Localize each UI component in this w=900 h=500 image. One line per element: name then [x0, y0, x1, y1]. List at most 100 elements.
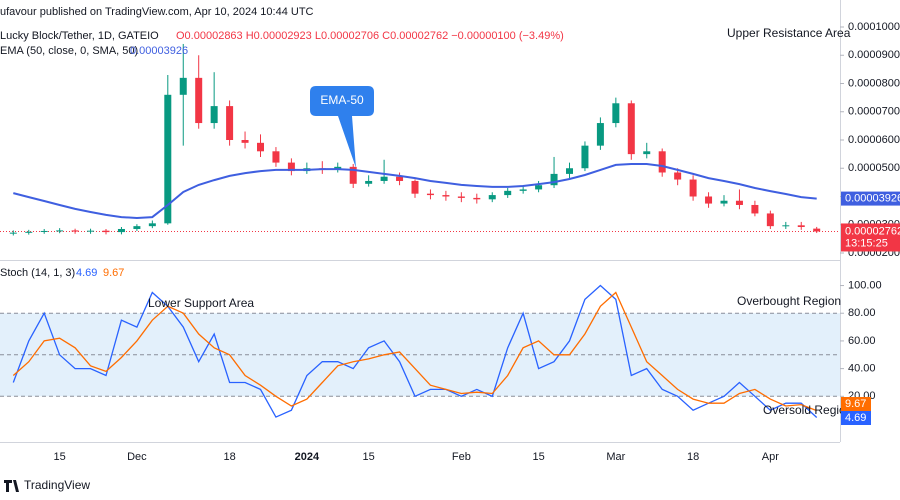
- stoch-k-value: 4.69: [76, 267, 97, 279]
- ema-legend: EMA (50, close, 0, SMA, 50): [0, 45, 138, 57]
- x-tick-label: 15: [532, 451, 544, 463]
- stoch-d-value: 9.67: [103, 267, 124, 279]
- y-tick-label: 100.00: [848, 279, 882, 291]
- candle-body: [195, 77, 203, 124]
- ema-price-box: [841, 191, 900, 206]
- candle-body: [257, 142, 264, 152]
- candle-body: [148, 223, 156, 227]
- candle-body: [117, 228, 125, 233]
- candle-body: [535, 185, 543, 190]
- candle-body: [56, 230, 64, 232]
- candle-body: [596, 123, 604, 146]
- countdown-label: 13:15:25: [845, 237, 888, 249]
- x-tick-label: Dec: [127, 451, 147, 463]
- candle-body: [813, 228, 821, 232]
- symbol-title: Lucky Block/Tether, 1D, GATEIO: [0, 30, 159, 42]
- candle-body: [241, 140, 249, 143]
- candle-body: [519, 189, 527, 191]
- stoch-value-label: 9.67: [845, 398, 866, 410]
- y-tick-label: 0.00010000: [848, 21, 900, 33]
- candle-body: [705, 196, 713, 204]
- candle-body: [380, 176, 388, 181]
- candle-body: [349, 166, 357, 184]
- plot-layer: [0, 43, 840, 418]
- stoch-band-layer: [0, 312, 840, 397]
- candle-body: [504, 190, 512, 196]
- candle-body: [643, 151, 651, 155]
- candle-body: [210, 106, 218, 124]
- stoch-line: [12, 284, 818, 418]
- stoch-value-box: [841, 411, 871, 425]
- candle-body: [272, 151, 280, 163]
- stoch-line: [12, 291, 817, 412]
- ema-line: [13, 163, 817, 220]
- last-price-label: 0.00002762: [845, 225, 900, 237]
- candle-body: [473, 197, 481, 200]
- y-tick-label: 60.00: [848, 335, 876, 347]
- annotation: Lower Support Area: [148, 296, 254, 310]
- stoch-value-label: 4.69: [845, 412, 866, 424]
- candle-body: [797, 225, 805, 228]
- candle-body: [751, 204, 759, 214]
- x-tick-label: Feb: [452, 451, 471, 463]
- candle-body: [411, 180, 419, 194]
- candle-body: [426, 193, 434, 196]
- callout-bubble: [310, 86, 374, 168]
- candle-body: [226, 106, 234, 140]
- y-tick-label: 80.00: [848, 307, 876, 319]
- footer-text: TradingView: [24, 478, 90, 492]
- candle-body: [287, 162, 295, 172]
- candle-body: [689, 179, 697, 197]
- candle-body: [365, 180, 373, 184]
- annotation: Overbought Region: [737, 294, 841, 308]
- axis-layer: 0.000020000.000030000.000040000.00005000…: [54, 21, 900, 463]
- x-tick-label: 15: [363, 451, 375, 463]
- candle-body: [179, 77, 187, 95]
- x-tick-label: 18: [687, 451, 699, 463]
- last-price-box: [841, 223, 900, 252]
- candle-body: [720, 200, 728, 204]
- annotation: Oversold Region: [763, 403, 852, 417]
- candle-body: [25, 231, 33, 233]
- x-tick-label: 18: [223, 451, 235, 463]
- candle-body: [457, 196, 465, 198]
- stoch-value-box: [841, 397, 871, 411]
- callout-text: EMA-50: [320, 93, 364, 107]
- ema-price-label: 0.00003926: [845, 192, 900, 204]
- x-tick-label: 15: [54, 451, 66, 463]
- candle-body: [674, 172, 682, 180]
- candle-body: [9, 232, 17, 234]
- candle-body: [735, 200, 743, 205]
- x-tick-label: Apr: [762, 451, 779, 463]
- candle-body: [550, 173, 558, 186]
- stoch-title: Stoch (14, 1, 3): [0, 267, 75, 279]
- candle-body: [782, 225, 790, 227]
- candle-body: [658, 151, 666, 173]
- footer-logo: TradingView: [4, 478, 90, 492]
- candle-body: [133, 226, 141, 229]
- candle-body: [71, 230, 79, 232]
- candle-body: [442, 195, 450, 197]
- publisher-line: ufavour published on TradingView.com, Ap…: [0, 6, 314, 18]
- candle-body: [488, 195, 496, 200]
- logo-icon: [4, 480, 19, 492]
- x-tick-label: 2024: [295, 451, 320, 463]
- annotation: Upper Resistance Area: [727, 26, 851, 40]
- y-tick-label: 40.00: [848, 363, 876, 375]
- candle-body: [396, 176, 404, 181]
- candle-body: [87, 230, 95, 232]
- candle-body: [102, 230, 110, 233]
- candle-body: [566, 168, 573, 174]
- candle-body: [164, 94, 172, 224]
- candle-body: [612, 103, 620, 124]
- candle-body: [627, 103, 635, 155]
- ohlc-values: O0.00002863 H0.00002923 L0.00002706 C0.0…: [176, 30, 564, 42]
- candle-body: [581, 145, 589, 169]
